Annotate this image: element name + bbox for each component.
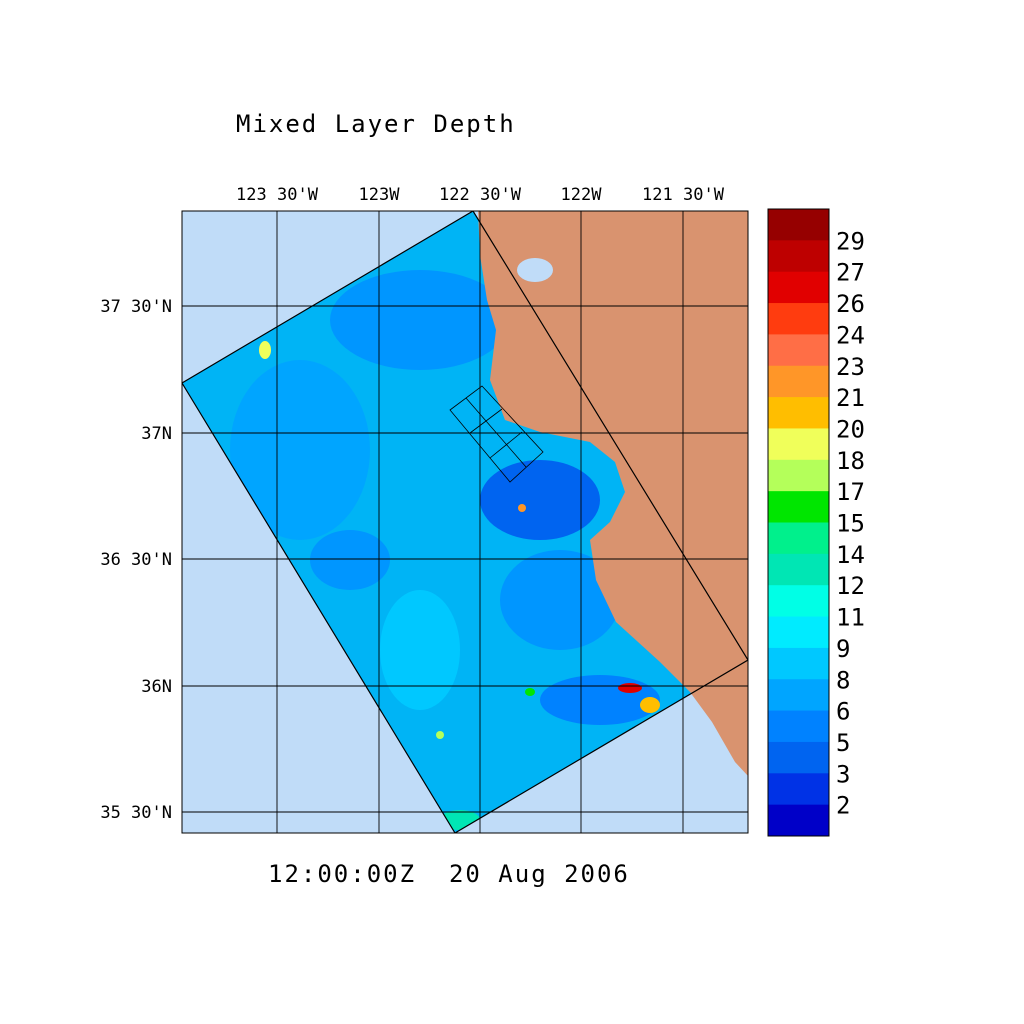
title: Mixed Layer Depth (236, 110, 516, 138)
colorbar-swatch (768, 679, 829, 712)
colorbar-label: 23 (836, 353, 865, 381)
colorbar-label: 8 (836, 666, 850, 694)
longitude-label: 123W (359, 185, 401, 205)
colorbar-swatch (768, 647, 829, 680)
colorbar-swatch (768, 491, 829, 523)
colorbar-swatch (768, 209, 829, 241)
colorbar-label: 2 (836, 792, 850, 820)
colorbar-swatch (768, 303, 829, 335)
latitude-label: 36 30'N (100, 550, 172, 570)
graticule (182, 211, 748, 833)
colorbar-swatch (768, 334, 829, 367)
colorbar-label: 18 (836, 447, 865, 475)
colorbar-swatch (768, 804, 829, 837)
latitude-label: 37 30'N (100, 297, 172, 317)
subdomain-line (489, 431, 523, 459)
colorbar-label: 15 (836, 510, 865, 538)
colorbar-label: 12 (836, 572, 865, 600)
longitude-label: 122 30'W (439, 185, 522, 205)
longitude-label: 123 30'W (236, 185, 319, 205)
colorbar-swatch (768, 397, 829, 429)
colorbar-label: 5 (836, 729, 850, 757)
colorbar-swatch (768, 616, 829, 649)
colorbar-label: 20 (836, 415, 865, 443)
colorbar-swatch (768, 271, 829, 304)
colorbar-swatch (768, 585, 829, 618)
colorbar-swatch (768, 710, 829, 743)
colorbar-swatch (768, 522, 829, 555)
colorbar-label: 26 (836, 290, 865, 318)
colorbar-label: 21 (836, 384, 865, 412)
subdomain-line (465, 397, 527, 468)
latitude-label: 35 30'N (100, 803, 172, 823)
colorbar-swatch (768, 428, 829, 461)
colorbar-label: 14 (836, 541, 865, 569)
colorbar-swatch (768, 365, 829, 398)
colorbar-swatch (768, 741, 829, 774)
colorbar-swatch (768, 553, 829, 586)
colorbar-label: 3 (836, 760, 850, 788)
colorbar-swatch (768, 240, 829, 273)
colorbar-frame (767, 208, 830, 837)
colorbar-swatch (768, 773, 829, 806)
colorbar-label: 9 (836, 635, 850, 663)
subdomain-line (469, 408, 503, 434)
colorbar-label: 17 (836, 478, 865, 506)
map-frame (181, 210, 749, 834)
colorbar-swatch (768, 459, 829, 492)
land (478, 211, 748, 776)
longitude-label: 122W (561, 185, 603, 205)
colorbar-label: 27 (836, 259, 865, 287)
timestamp: 12:00:00Z 20 Aug 2006 (268, 860, 630, 888)
colorbar-label: 29 (836, 227, 865, 255)
colorbar-label: 24 (836, 321, 865, 349)
latitude-label: 36N (141, 677, 172, 697)
domain-outline (182, 211, 748, 833)
longitude-label: 121 30'W (642, 185, 725, 205)
bay (517, 258, 553, 282)
latitude-label: 37N (141, 424, 172, 444)
colorbar-label: 6 (836, 698, 850, 726)
map-area (182, 211, 748, 833)
colorbar-label: 11 (836, 604, 865, 632)
